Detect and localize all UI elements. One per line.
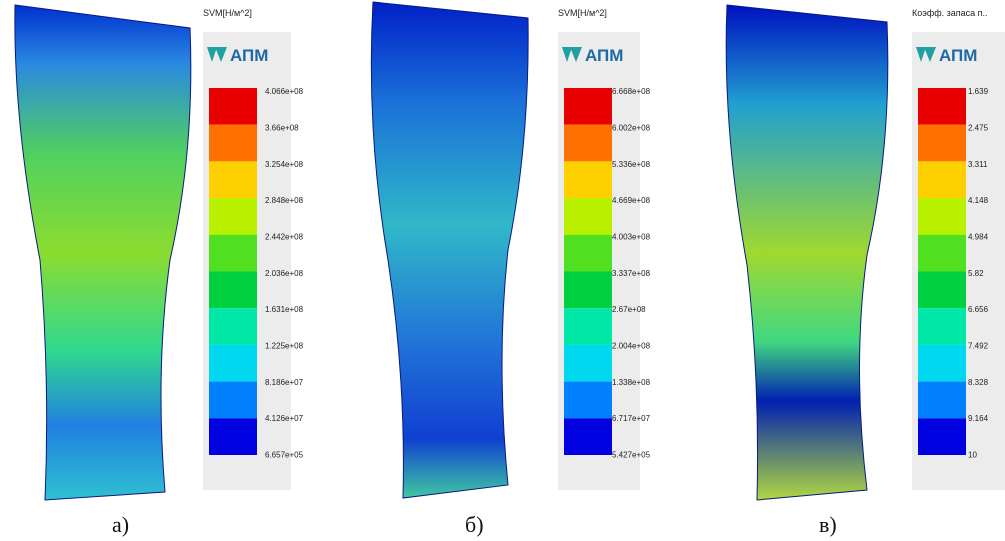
color-band	[918, 344, 966, 382]
legend-title: SVM[Н/м^2]	[558, 8, 607, 18]
panel: SVM[Н/м^2] АПМ 6.668e+08 6.002e+08 5.336e+08…	[370, 1, 651, 537]
caption: а)	[112, 512, 129, 537]
color-band	[209, 308, 257, 345]
color-band	[564, 381, 612, 419]
color-band	[918, 271, 966, 309]
color-band	[209, 271, 257, 309]
color-band	[918, 198, 966, 235]
scale-label: 6.717e+07	[612, 414, 651, 423]
scale-label: 3.311	[968, 160, 988, 169]
legend-title: Коэфф. запаса п..	[912, 8, 988, 18]
color-band	[918, 88, 966, 125]
panel: SVM[Н/м^2] АПМ 4.066e+08 3.66e+08 3.254e+08 2…	[14, 4, 304, 537]
scale-label: 2.004e+08	[612, 341, 651, 350]
scale-label: 1.639	[968, 87, 989, 96]
scale-label: 4.066e+08	[265, 87, 304, 96]
logo-text: АПМ	[585, 46, 623, 65]
scale-label: 6.657e+05	[265, 450, 304, 459]
scale-label: 6.002e+08	[612, 123, 651, 132]
scale-label: 6.656	[968, 305, 989, 314]
color-band	[564, 234, 612, 272]
scale-label: 4.984	[968, 232, 989, 241]
color-band	[209, 124, 257, 162]
color-band	[209, 234, 257, 272]
blade-model	[14, 4, 192, 501]
panels: SVM[Н/м^2] АПМ 4.066e+08 3.66e+08 3.254e+08 2…	[14, 1, 1005, 537]
legend-title: SVM[Н/м^2]	[203, 8, 252, 18]
color-band	[564, 344, 612, 382]
color-band	[209, 161, 257, 199]
scale-label: 2.442e+08	[265, 232, 304, 241]
scale-label: 8.328	[968, 378, 989, 387]
scale-label: 4.126e+07	[265, 414, 304, 423]
color-band	[918, 418, 966, 455]
blade-model	[725, 4, 889, 501]
scale-label: 2.67e+08	[612, 305, 646, 314]
scale-label: 4.148	[968, 196, 989, 205]
caption: в)	[819, 512, 837, 537]
scale-label: 5.82	[968, 269, 984, 278]
color-band	[564, 308, 612, 345]
scale-label: 8.186e+07	[265, 378, 304, 387]
color-band	[209, 418, 257, 455]
scale-label: 3.254e+08	[265, 160, 304, 169]
logo-icon	[916, 47, 936, 62]
color-band	[918, 161, 966, 199]
color-band	[564, 88, 612, 125]
logo-icon	[562, 47, 582, 62]
scale-label: 3.337e+08	[612, 269, 651, 278]
color-band	[918, 234, 966, 272]
color-band	[209, 344, 257, 382]
caption: б)	[465, 512, 484, 537]
scale-label: 4.003e+08	[612, 232, 651, 241]
color-band	[564, 161, 612, 199]
scale-label: 1.338e+08	[612, 378, 651, 387]
scale-label: 7.492	[968, 341, 989, 350]
color-band	[564, 418, 612, 455]
scale-label: 2.036e+08	[265, 269, 304, 278]
scale-label: 1.225e+08	[265, 341, 304, 350]
scale-label: 2.475	[968, 123, 989, 132]
blade-model	[370, 1, 529, 499]
scale-label: 2.848e+08	[265, 196, 304, 205]
color-band	[564, 198, 612, 235]
logo-text: АПМ	[230, 46, 268, 65]
color-band	[209, 88, 257, 125]
color-band	[209, 198, 257, 235]
scale-label: 5.427e+05	[612, 450, 651, 459]
scale-label: 1.631e+08	[265, 305, 304, 314]
scale-label: 4.669e+08	[612, 196, 651, 205]
logo-icon	[207, 47, 227, 62]
scale-label: 10	[968, 450, 977, 459]
color-band	[918, 308, 966, 345]
logo-text: АПМ	[939, 46, 977, 65]
panel: Коэфф. запаса п.. АПМ 1.639 2.475 3.311 4.148…	[725, 4, 1005, 537]
color-band	[564, 271, 612, 309]
color-band	[918, 381, 966, 419]
color-band	[564, 124, 612, 162]
scale-label: 6.668e+08	[612, 87, 651, 96]
color-band	[918, 124, 966, 162]
color-band	[209, 381, 257, 419]
scale-label: 9.164	[968, 414, 989, 423]
scale-label: 5.336e+08	[612, 160, 651, 169]
scale-label: 3.66e+08	[265, 123, 299, 132]
